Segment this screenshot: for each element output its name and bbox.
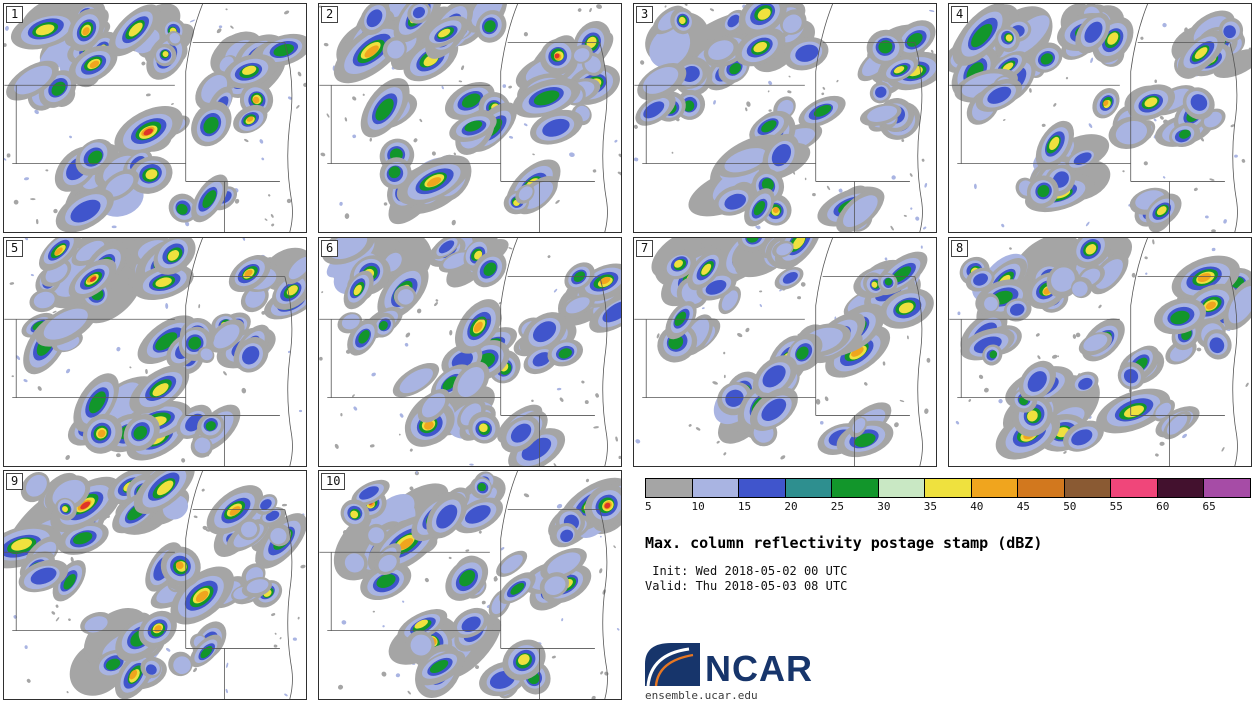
- chart-title: Max. column reflectivity postage stamp (…: [645, 534, 1043, 552]
- state-borders: [4, 471, 293, 699]
- ensemble-panel: 2: [318, 3, 622, 233]
- reflectivity-map: [949, 4, 1251, 232]
- panel-number: 9: [6, 473, 24, 490]
- state-borders: [319, 4, 608, 232]
- ensemble-panel: 10: [318, 470, 622, 700]
- colorbar-segment: [1018, 479, 1065, 497]
- colorbar-tick-label: 35: [923, 500, 938, 513]
- state-borders: [319, 238, 608, 466]
- panel-number: 6: [321, 240, 339, 257]
- panel-number: 4: [951, 6, 969, 23]
- panel-number: 7: [636, 240, 654, 257]
- panel-number: 8: [951, 240, 969, 257]
- colorbar-tick-label: 45: [1016, 500, 1030, 513]
- colorbar-tick-label: 30: [877, 500, 891, 513]
- ncar-logo: NCAR: [645, 642, 813, 686]
- colorbar-tick-label: 5: [645, 500, 652, 513]
- colorbar-ticks: 5 10 15 20 25 30 35 40 45 50 55 60 65: [645, 500, 1260, 514]
- colorbar-tick-label: 15: [737, 500, 752, 513]
- ensemble-panel: 4: [948, 3, 1252, 233]
- ensemble-panel: 3: [633, 3, 937, 233]
- colorbar-segment: [1064, 479, 1112, 497]
- colorbar-segment: [832, 479, 879, 497]
- panel-number: 3: [636, 6, 654, 23]
- state-borders: [4, 238, 293, 466]
- colorbar-segment: [1111, 479, 1158, 497]
- ensemble-panel: 5: [3, 237, 307, 467]
- colorbar-tick-label: 50: [1063, 500, 1077, 513]
- panel-number: 5: [6, 240, 24, 257]
- site-credit: ensemble.ucar.edu: [645, 689, 758, 702]
- reflectivity-map: [319, 238, 621, 466]
- colorbar-segment: [971, 479, 1019, 497]
- ensemble-panel: 7: [633, 237, 937, 467]
- reflectivity-map: [4, 238, 306, 466]
- panel-number: 10: [321, 473, 346, 490]
- colorbar-segment: [692, 479, 740, 497]
- reflectivity-map: [634, 4, 936, 232]
- colorbar-segment: [1204, 479, 1250, 497]
- valid-time: Valid: Thu 2018-05-03 08 UTC: [645, 579, 848, 593]
- colorbar-segment: [1157, 479, 1205, 497]
- panel-number: 2: [321, 6, 339, 23]
- ensemble-panel: 6: [318, 237, 622, 467]
- ensemble-panel: 9: [3, 470, 307, 700]
- colorbar-tick-label: 20: [784, 500, 798, 513]
- state-borders: [634, 4, 923, 232]
- colorbar-tick-label: 65: [1202, 500, 1216, 513]
- colorbar-tick-label: 40: [970, 500, 984, 513]
- reflectivity-map: [4, 471, 306, 699]
- ensemble-panel: 1: [3, 3, 307, 233]
- init-time: Init: Wed 2018-05-02 00 UTC: [645, 564, 848, 578]
- colorbar-segment: [785, 479, 833, 497]
- colorbar-tick-label: 60: [1156, 500, 1170, 513]
- state-borders: [4, 4, 293, 232]
- state-borders: [949, 238, 1238, 466]
- ncar-logo-text: NCAR: [705, 647, 813, 689]
- reflectivity-map: [319, 4, 621, 232]
- reflectivity-map: [634, 238, 934, 466]
- reflectivity-map: [949, 238, 1251, 466]
- colorbar-segment: [739, 479, 786, 497]
- ncar-logo-emblem: [645, 643, 700, 686]
- state-borders: [319, 471, 608, 699]
- reflectivity-map: [4, 4, 306, 232]
- colorbar-tick-label: 10: [691, 500, 705, 513]
- colorbar-segment: [878, 479, 926, 497]
- state-borders: [949, 4, 1238, 232]
- colorbar-tick-label: 55: [1109, 500, 1123, 513]
- colorbar-segment: [925, 479, 972, 497]
- state-borders: [634, 238, 923, 466]
- colorbar-segment: [646, 479, 693, 497]
- colorbar-tick-label: 25: [830, 500, 845, 513]
- reflectivity-map: [319, 471, 621, 699]
- colorbar: [645, 478, 1251, 498]
- panel-number: 1: [6, 6, 24, 23]
- ensemble-panel: 8: [948, 237, 1252, 467]
